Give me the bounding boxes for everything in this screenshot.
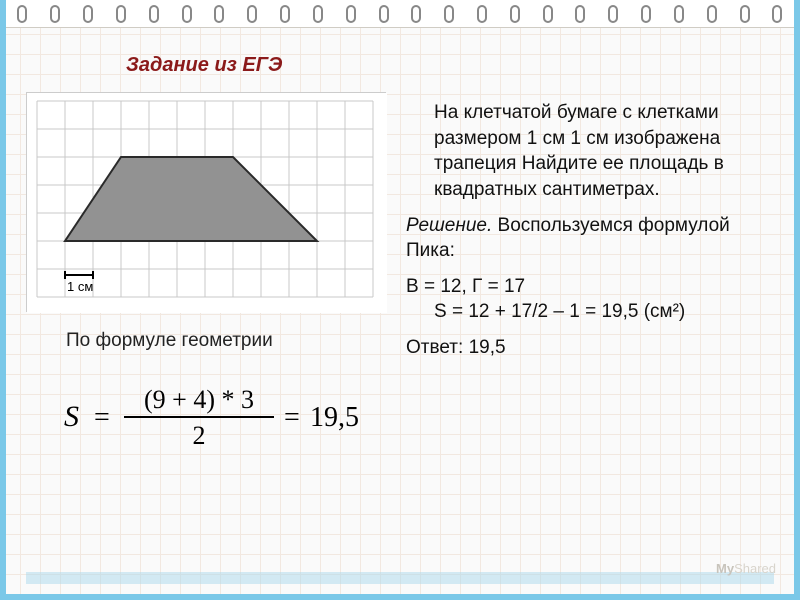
watermark-text: Shared bbox=[734, 561, 776, 576]
solution-label: Решение. bbox=[406, 215, 492, 236]
spiral-binding bbox=[6, 0, 794, 28]
area-formula: S = (9 + 4) * 3 2 = 19,5 bbox=[56, 370, 376, 460]
answer-label: Ответ: bbox=[406, 337, 463, 358]
pick-calc: S = 12 + 17/2 – 1 = 19,5 (см²) bbox=[406, 299, 685, 325]
problem-text: На клетчатой бумаге с клетками размером … bbox=[406, 100, 776, 203]
trapezoid-diagram: 1 см bbox=[26, 92, 386, 312]
slide-frame: Задание из ЕГЭ 1 см По формуле геометрии… bbox=[0, 0, 800, 600]
pick-values-line: В = 12, Г = 17 S = 12 + 17/2 – 1 = 19,5 … bbox=[406, 274, 776, 325]
svg-text:2: 2 bbox=[193, 421, 206, 450]
footer-band bbox=[26, 572, 774, 584]
answer-value: 19,5 bbox=[469, 337, 506, 358]
svg-text:=: = bbox=[94, 402, 110, 433]
svg-text:S: S bbox=[64, 400, 79, 433]
trapezoid-svg: 1 см bbox=[27, 93, 387, 313]
svg-text:=: = bbox=[284, 402, 300, 433]
watermark: MyShared bbox=[716, 561, 776, 576]
answer-line: Ответ: 19,5 bbox=[406, 335, 776, 361]
geometry-caption: По формуле геометрии bbox=[66, 330, 273, 352]
svg-text:1 см: 1 см bbox=[67, 279, 93, 294]
solution-line: Решение. Воспользуемся формулой Пика: bbox=[406, 213, 776, 264]
pick-values: В = 12, Г = 17 bbox=[406, 276, 525, 297]
svg-text:19,5: 19,5 bbox=[310, 402, 359, 433]
text-column: На клетчатой бумаге с клетками размером … bbox=[406, 100, 776, 371]
slide-title: Задание из ЕГЭ bbox=[126, 54, 282, 77]
svg-text:(9 + 4) * 3: (9 + 4) * 3 bbox=[144, 385, 254, 414]
formula-svg: S = (9 + 4) * 3 2 = 19,5 bbox=[56, 370, 376, 460]
